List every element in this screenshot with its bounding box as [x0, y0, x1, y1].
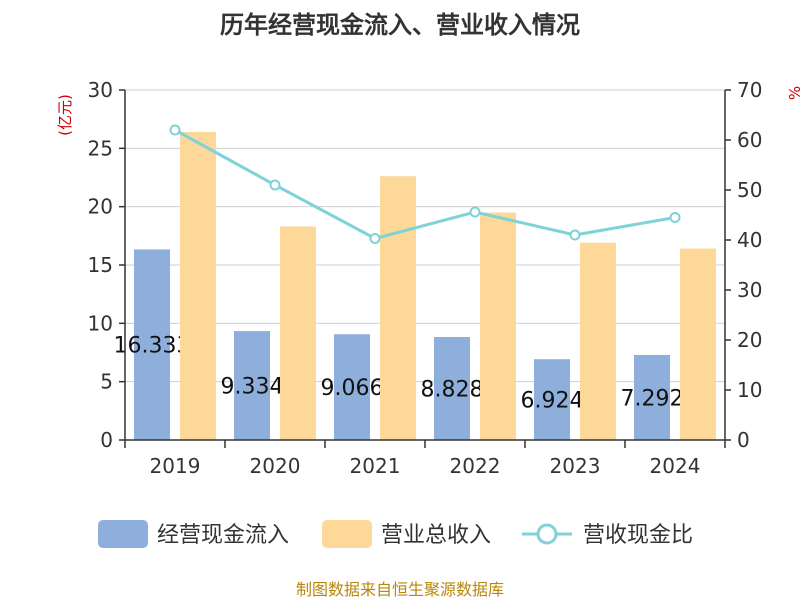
right-tick-label: 30 — [737, 278, 762, 302]
data-label-cash-inflow: 9.334 — [221, 375, 284, 400]
grid — [125, 89, 725, 383]
line-point-ratio — [469, 206, 481, 218]
left-tick-label: 5 — [100, 370, 113, 394]
x-tick-label: 2020 — [250, 454, 301, 478]
data-label-cash-inflow: 9.066 — [321, 376, 384, 401]
left-tick-label: 0 — [100, 428, 113, 452]
bar-cash-inflow — [434, 337, 470, 440]
left-tick-label: 20 — [88, 195, 113, 219]
right-tick-label: 10 — [737, 378, 762, 402]
line-ratio — [174, 128, 676, 241]
x-tick-label: 2021 — [350, 454, 401, 478]
bar-cash-inflow — [134, 249, 170, 440]
bar-cash-inflow — [534, 359, 570, 440]
left-tick-label: 15 — [88, 253, 113, 277]
data-label-cash-inflow: 8.828 — [421, 378, 484, 403]
right-axis-unit: % — [786, 86, 800, 100]
left-tick-label: 10 — [88, 311, 113, 335]
legend-label-cash-inflow: 经营现金流入 — [157, 523, 289, 548]
data-label-cash-inflow: 16.333 — [114, 334, 191, 359]
right-tick-label: 0 — [737, 428, 750, 452]
legend-marker-ratio — [536, 523, 558, 545]
line-point-ratio — [269, 179, 281, 191]
x-tick-label: 2019 — [150, 454, 201, 478]
x-tick-label: 2022 — [450, 454, 501, 478]
left-tick-label: 30 — [88, 78, 113, 102]
line-series — [169, 124, 681, 244]
bar-revenue-overlay — [380, 176, 416, 441]
bar-revenue-overlay — [680, 248, 716, 440]
left-axis-unit: (亿元) — [56, 94, 74, 136]
line-point-ratio — [369, 233, 381, 244]
left-tick-label: 25 — [88, 136, 113, 160]
legend-label-revenue: 营业总收入 — [381, 523, 491, 548]
bar-revenue-overlay — [480, 212, 516, 440]
line-point-ratio — [669, 212, 681, 223]
bar-cash-inflow — [634, 354, 670, 440]
bar-data-labels: 16.333 9.334 9.066 8.828 6.924 7.292 — [114, 132, 716, 441]
x-tick-label: 2023 — [550, 454, 601, 478]
bar-revenue-overlay — [180, 132, 216, 440]
source-note: 制图数据来自恒生聚源数据库 — [296, 580, 504, 599]
right-tick-label: 20 — [737, 328, 762, 352]
legend-swatch-cash-inflow — [98, 520, 148, 548]
x-tick-label: 2024 — [650, 454, 701, 478]
right-tick-label: 40 — [737, 228, 762, 252]
legend-label-ratio: 营收现金比 — [583, 523, 693, 548]
bar-cash-inflow — [234, 331, 270, 440]
right-tick-label: 50 — [737, 178, 762, 202]
right-tick-label: 60 — [737, 128, 762, 152]
line-point-ratio — [169, 124, 181, 136]
axes: 0 5 10 15 20 25 30 0 10 20 30 40 50 60 70 2019 2020 2021 2… — [88, 78, 763, 478]
data-label-cash-inflow: 7.292 — [621, 386, 684, 411]
chart-title: 历年经营现金流入、营业收入情况 — [220, 11, 580, 39]
line-point-ratio — [569, 229, 581, 241]
bar-revenue-overlay — [580, 242, 616, 440]
bar-cash-inflow — [334, 334, 370, 440]
legend-swatch-revenue — [322, 520, 372, 548]
data-label-cash-inflow: 6.924 — [521, 389, 584, 414]
right-tick-label: 70 — [737, 78, 762, 102]
legend: 经营现金流入 营业总收入 营收现金比 — [98, 520, 693, 548]
bar-revenue-overlay — [280, 226, 316, 440]
